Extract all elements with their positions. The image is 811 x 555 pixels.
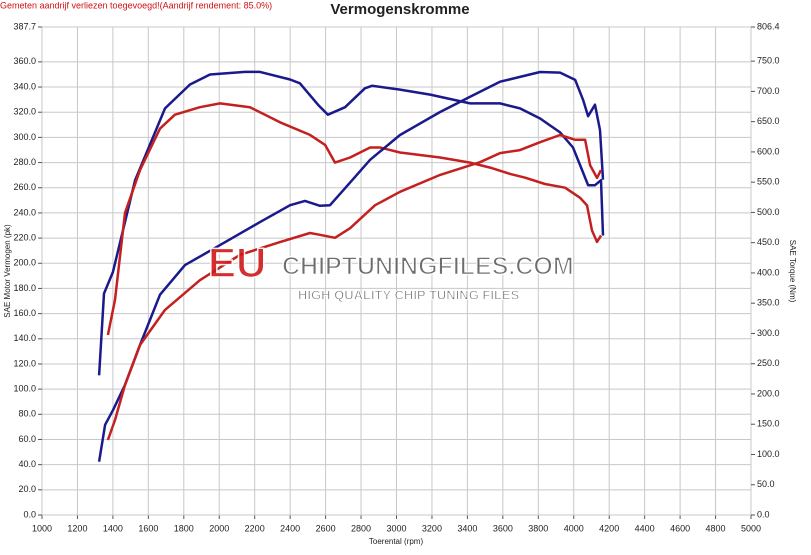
x-tick-label: 3000 (386, 523, 406, 533)
line (106, 102, 603, 336)
y2-tick-label: 250.0 (757, 358, 780, 368)
y2-tick-label: 0.0 (757, 509, 770, 519)
x-tick-label: 1800 (174, 523, 194, 533)
y-tick-label: 220.0 (13, 232, 36, 242)
x-tick-label: 1000 (32, 523, 52, 533)
x-tick-label: 3200 (422, 523, 442, 533)
y-tick-label: 280.0 (13, 157, 36, 167)
y2-tick-label: 100.0 (757, 449, 780, 459)
y-tick-label: 260.0 (13, 182, 36, 192)
x-tick-label: 4200 (599, 523, 619, 533)
watermark-tagline: HIGH QUALITY CHIP TUNING FILES (298, 287, 520, 302)
x-tick-label: 1600 (138, 523, 158, 533)
y2-axis-label: SAE Torque (Nm) (788, 240, 797, 303)
y-tick-label: 387.7 (13, 21, 36, 31)
line (97, 70, 605, 462)
y2-tick-label: 806.4 (757, 21, 780, 31)
y2-tick-label: 700.0 (757, 86, 780, 96)
line (106, 133, 603, 441)
y2-tick-label: 500.0 (757, 207, 780, 217)
plot: 1000 1200 1400 1600 1800 2000 2200 2400 2600 2800… (13, 21, 779, 533)
watermark-text: CHIPTUNINGFILES.COM (282, 253, 574, 281)
y-tick-label: 120.0 (13, 358, 36, 368)
y-tick-label: 320.0 (13, 107, 36, 117)
y-tick-label: 180.0 (13, 283, 36, 293)
x-tick-label: 3400 (457, 523, 477, 533)
x-tick-label: 2400 (280, 523, 300, 533)
chart-title: Vermogenskromme (330, 1, 469, 18)
x-tick-label: 4000 (564, 523, 584, 533)
y2-tick-label: 300.0 (757, 328, 780, 338)
y-tick-label: 160.0 (13, 308, 36, 318)
y2-tick-label: 350.0 (757, 298, 780, 308)
x-tick-label: 2200 (245, 523, 265, 533)
y-tick-label: 60.0 (18, 434, 36, 444)
x-tick-label: 3800 (528, 523, 548, 533)
y2-tick-label: 600.0 (757, 146, 780, 156)
y-tick-label: 360.0 (13, 56, 36, 66)
y2-tick-label: 200.0 (757, 388, 780, 398)
subtitle: Gemeten aandrijf verliezen toegevoegd!(A… (0, 0, 272, 10)
y2-tick-label: 550.0 (757, 177, 780, 187)
line (97, 70, 605, 376)
x-tick-label: 1400 (103, 523, 123, 533)
y-tick-label: 100.0 (13, 384, 36, 394)
x-tick-label: 3600 (493, 523, 513, 533)
x-tick-label: 2800 (351, 523, 371, 533)
watermark-logo: EU (208, 239, 266, 286)
y2-tick-label: 150.0 (757, 419, 780, 429)
x-axis-label: Toerental (rpm) (369, 537, 424, 546)
y2-tick-label: 650.0 (757, 116, 780, 126)
x-tick-label: 1200 (67, 523, 87, 533)
y-tick-label: 40.0 (18, 459, 36, 469)
x-tick-label: 2600 (316, 523, 336, 533)
y-tick-label: 20.0 (18, 484, 36, 494)
x-tick-label: 4600 (670, 523, 690, 533)
x-tick-label: 4800 (706, 523, 726, 533)
y-tick-label: 140.0 (13, 333, 36, 343)
y-axis-label: SAE Motor Vermogen (pk) (3, 224, 12, 318)
y2-tick-label: 400.0 (757, 267, 780, 277)
y-tick-label: 80.0 (18, 409, 36, 419)
y2-tick-label: 50.0 (757, 479, 775, 489)
x-tick-label: 2000 (209, 523, 229, 533)
y2-tick-label: 450.0 (757, 237, 780, 247)
x-tick-label: 4400 (635, 523, 655, 533)
y-tick-label: 300.0 (13, 132, 36, 142)
x-tick-label: 5000 (741, 523, 761, 533)
y-tick-label: 200.0 (13, 258, 36, 268)
y-tick-label: 240.0 (13, 207, 36, 217)
y2-tick-label: 750.0 (757, 56, 780, 66)
y-tick-label: 340.0 (13, 81, 36, 91)
y-tick-label: 0.0 (23, 509, 36, 519)
